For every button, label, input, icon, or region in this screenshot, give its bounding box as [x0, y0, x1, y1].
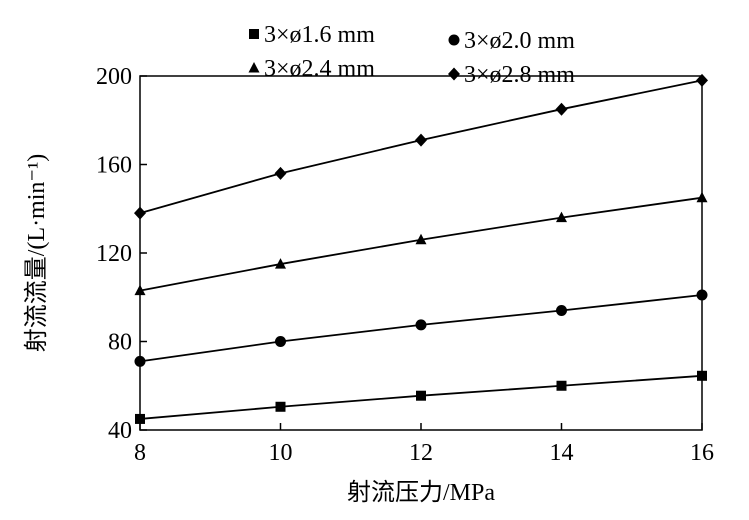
series-1	[135, 370, 707, 424]
axis-ticks: 8 10 12 14 16 40 80 120 160 200	[96, 64, 714, 466]
x-axis-title: 射流压力/MPa	[347, 479, 495, 506]
y-tick-label: 200	[96, 64, 132, 90]
legend-label: 3×ø2.4 mm	[264, 56, 375, 82]
series-line	[139, 79, 703, 215]
x-tick-label: 14	[550, 440, 574, 466]
legend-label: 3×ø1.6 mm	[264, 22, 375, 48]
x-tick-label: 8	[134, 440, 146, 466]
data-point-circle	[556, 305, 567, 317]
data-point-circle	[415, 319, 427, 331]
y-tick-label: 80	[108, 330, 132, 356]
data-point-triangle	[556, 211, 567, 223]
data-point-diamond	[696, 73, 708, 87]
legend-marker-diamond	[448, 67, 460, 81]
data-point-diamond	[274, 166, 287, 180]
legend: 3×ø1.6 mm 3×ø2.0 mm 3×ø2.4 mm 3×ø2.8 mm	[248, 22, 575, 88]
series-2	[134, 289, 708, 367]
legend-label: 3×ø2.8 mm	[464, 62, 575, 88]
y-tick-label: 40	[108, 418, 132, 444]
data-point-square	[416, 390, 426, 401]
data-point-triangle	[275, 258, 286, 269]
data-point-diamond	[555, 102, 568, 116]
data-point-diamond	[415, 133, 427, 147]
data-point-square	[697, 370, 707, 381]
y-axis-title: 射流流量/(L·min⁻¹)	[23, 154, 50, 353]
x-tick-label: 10	[269, 440, 293, 466]
data-point-triangle	[696, 191, 708, 203]
plot-area-frame	[139, 75, 703, 431]
y-tick-label: 120	[96, 241, 132, 267]
x-tick-label: 12	[409, 440, 433, 466]
data-point-circle	[275, 336, 286, 347]
data-point-square	[135, 413, 145, 424]
series-4	[134, 73, 708, 220]
x-tick-label: 16	[690, 440, 714, 466]
data-point-square	[275, 401, 286, 412]
legend-marker-circle	[448, 34, 460, 46]
series-group	[134, 73, 708, 424]
series-3	[134, 191, 708, 296]
data-point-triangle	[415, 233, 427, 245]
data-point-diamond	[134, 206, 146, 220]
data-point-circle	[134, 355, 146, 367]
legend-marker-triangle	[248, 62, 260, 73]
data-point-triangle	[134, 284, 146, 296]
y-tick-label: 160	[96, 153, 132, 179]
data-point-square	[556, 380, 567, 391]
legend-marker-square	[249, 29, 259, 39]
data-point-circle	[696, 289, 708, 301]
legend-label: 3×ø2.0 mm	[464, 28, 575, 54]
